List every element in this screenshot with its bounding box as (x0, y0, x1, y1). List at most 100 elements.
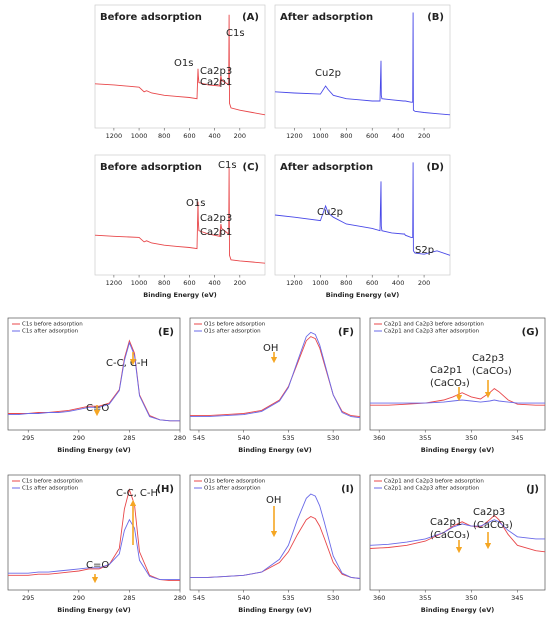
legend-label: Ca2p1 and Ca2p3 after adsorption (384, 486, 480, 492)
x-tick-label: 400 (208, 279, 220, 287)
x-tick-label: 400 (392, 279, 404, 287)
annotation: Ca2p1 (430, 517, 462, 528)
annotation: Ca2p1 (200, 77, 232, 88)
panel-frame (369, 317, 546, 431)
annotation: Cu2p (317, 207, 343, 218)
annotation: (CaCO₃) (472, 366, 512, 377)
x-axis-title: Binding Energy (eV) (238, 446, 311, 454)
x-tick-label: 295 (22, 434, 34, 442)
x-tick-label: 280 (174, 594, 186, 602)
panel-frame (274, 154, 451, 276)
x-tick-label: 200 (234, 132, 246, 140)
spectrum-line (190, 515, 361, 579)
spectrum-line (190, 493, 361, 579)
panel-frame (94, 4, 266, 129)
x-tick-label: 360 (373, 594, 385, 602)
spectrum-line (370, 399, 545, 404)
panel-label: (B) (427, 12, 444, 23)
x-tick-label: 540 (237, 594, 249, 602)
panel-title: Before adsorption (100, 162, 202, 173)
annotation: OH (263, 343, 278, 354)
x-tick-label: 295 (22, 594, 34, 602)
spectrum-line (8, 341, 180, 422)
x-tick-label: 600 (366, 132, 378, 140)
x-tick-label: 285 (123, 434, 135, 442)
panel (7, 317, 181, 431)
panel-label: (I) (341, 484, 354, 495)
x-axis-title: Binding Energy (eV) (421, 446, 494, 454)
x-tick-label: 540 (237, 434, 249, 442)
x-axis-title: Binding Energy (eV) (326, 291, 399, 299)
x-tick-label: 800 (158, 132, 170, 140)
annotation: C-C, C-H (116, 488, 158, 499)
x-tick-label: 800 (340, 132, 352, 140)
x-tick-label: 800 (340, 279, 352, 287)
panel-label: (H) (156, 484, 174, 495)
x-tick-label: 355 (419, 434, 431, 442)
annotation: Ca2p1 (430, 365, 462, 376)
panel-frame (7, 317, 181, 431)
panel-label: (A) (242, 12, 259, 23)
panel-frame (369, 474, 546, 591)
panel-frame (189, 317, 361, 431)
x-tick-label: 400 (392, 132, 404, 140)
annotation: Ca2p3 (473, 507, 505, 518)
legend-label: Ca2p1 and Ca2p3 after adsorption (384, 329, 480, 335)
annotation: (CaCO₃) (430, 530, 470, 541)
x-tick-label: 530 (327, 434, 339, 442)
legend-label: C1s before adsorption (22, 322, 83, 328)
x-tick-label: 200 (418, 132, 430, 140)
panel (369, 474, 546, 591)
spectrum-line (369, 519, 545, 546)
legend-label: O1s after adsorption (204, 486, 261, 492)
annotation: (CaCO₃) (430, 378, 470, 389)
panel-frame (7, 474, 181, 591)
panel-title: After adsorption (280, 162, 373, 173)
annotation: Ca2p1 (200, 227, 232, 238)
spectrum-line (190, 331, 361, 419)
panel (274, 154, 451, 276)
x-tick-label: 1200 (286, 279, 303, 287)
annotation: Ca2p3 (200, 213, 232, 224)
x-tick-label: 600 (366, 279, 378, 287)
x-tick-label: 1200 (106, 132, 123, 140)
x-tick-label: 535 (282, 594, 294, 602)
x-tick-label: 345 (511, 434, 523, 442)
annotation: C1s (218, 160, 237, 171)
panel (7, 474, 181, 591)
panel (94, 154, 266, 276)
legend-label: O1s before adsorption (204, 479, 266, 485)
panel-label: (G) (522, 327, 539, 338)
x-tick-label: 1200 (106, 279, 123, 287)
spectrum-line (94, 14, 266, 116)
panel-label: (C) (243, 162, 259, 173)
x-tick-label: 290 (73, 434, 85, 442)
x-tick-label: 285 (123, 594, 135, 602)
legend-label: O1s before adsorption (204, 322, 266, 328)
panel-frame (189, 474, 361, 591)
x-tick-label: 545 (193, 434, 205, 442)
x-tick-label: 350 (465, 594, 477, 602)
x-tick-label: 1000 (131, 279, 148, 287)
panel (369, 317, 546, 431)
x-tick-label: 1000 (312, 279, 329, 287)
legend-label: O1s after adsorption (204, 329, 261, 335)
legend-label: C1s after adsorption (22, 329, 79, 335)
spectrum-line (274, 162, 451, 256)
x-tick-label: 345 (511, 594, 523, 602)
panel (94, 4, 266, 129)
annotation: O1s (174, 58, 193, 69)
x-axis-title: Binding Energy (eV) (421, 606, 494, 614)
x-tick-label: 1000 (312, 132, 329, 140)
x-tick-label: 800 (158, 279, 170, 287)
x-tick-label: 290 (73, 594, 85, 602)
panel-title: Before adsorption (100, 12, 202, 23)
panel (189, 317, 361, 431)
panel-label: (F) (338, 327, 354, 338)
x-tick-label: 545 (193, 594, 205, 602)
x-tick-label: 1000 (131, 132, 148, 140)
x-axis-title: Binding Energy (eV) (57, 606, 130, 614)
x-tick-label: 360 (373, 434, 385, 442)
x-tick-label: 530 (327, 594, 339, 602)
